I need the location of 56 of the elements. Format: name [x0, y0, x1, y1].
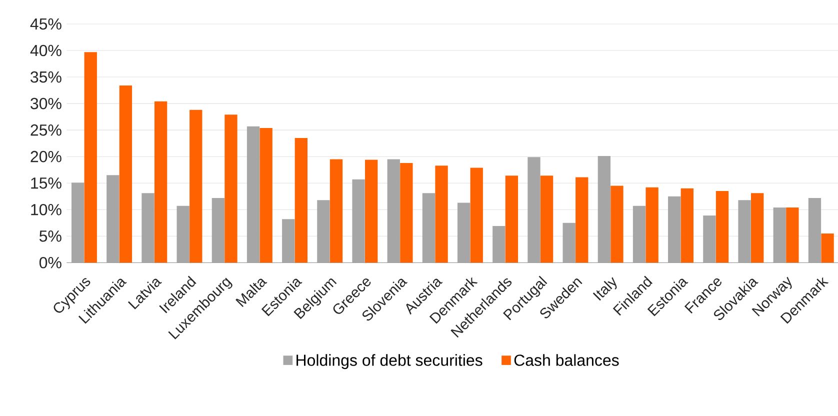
bar: [142, 193, 154, 263]
bar: [610, 186, 624, 263]
bar: [365, 160, 378, 263]
bar: [680, 188, 694, 263]
bar: [751, 193, 764, 263]
bar: [821, 233, 834, 263]
bar: [400, 162, 413, 263]
bar: [176, 206, 190, 263]
bar: [212, 198, 225, 263]
bar: [562, 222, 576, 263]
bar: [492, 226, 506, 263]
bar: [224, 114, 238, 263]
bar: [119, 86, 132, 263]
bar: [576, 177, 588, 263]
bar: [106, 175, 120, 263]
bar: [422, 193, 436, 263]
bar: [190, 110, 202, 263]
y-tick-label: 45%: [30, 18, 62, 30]
bar: [598, 156, 611, 263]
bar: [246, 126, 260, 263]
bar: [294, 138, 308, 263]
bar: [282, 219, 295, 263]
bar: [260, 128, 272, 263]
bar: [716, 191, 729, 263]
bar: [154, 101, 168, 263]
bar: [808, 198, 822, 263]
bar: [330, 159, 343, 263]
y-tick-label: 5%: [39, 230, 62, 242]
bar: [317, 200, 330, 263]
y-tick-label: 40%: [30, 44, 62, 56]
legend-label: Cash balances: [514, 354, 619, 366]
bar: [646, 187, 658, 263]
bar: [632, 206, 646, 263]
y-tick-label: 0%: [39, 256, 62, 268]
bar: [786, 208, 799, 263]
bar: [773, 208, 786, 263]
bar: [738, 200, 751, 263]
bar: [71, 182, 84, 263]
bar: [528, 157, 540, 263]
bar: [457, 202, 470, 263]
bar: [387, 159, 400, 263]
y-tick-label: 30%: [30, 98, 62, 110]
bar: [470, 168, 483, 263]
bar: [540, 176, 554, 263]
y-tick-label: 15%: [31, 177, 62, 189]
bar: [352, 179, 365, 263]
y-tick-label: 10%: [31, 204, 62, 216]
legend-label: Holdings of debt securities: [296, 354, 482, 370]
bar: [668, 196, 681, 263]
bar: [435, 166, 448, 263]
y-tick-label: 35%: [30, 71, 62, 83]
y-tick-label: 20%: [30, 150, 62, 162]
bar: [703, 215, 716, 263]
bar: [84, 52, 97, 263]
y-tick-label: 25%: [30, 124, 62, 136]
bar: [505, 176, 518, 263]
